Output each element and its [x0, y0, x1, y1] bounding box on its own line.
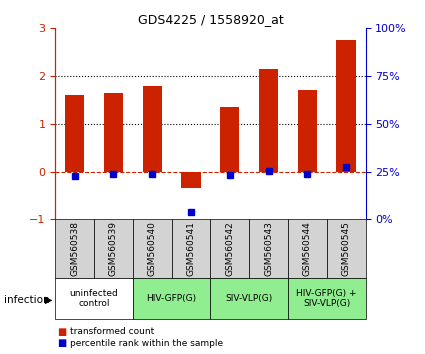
- Text: SIV-VLP(G): SIV-VLP(G): [226, 294, 273, 303]
- Bar: [210, 278, 288, 319]
- Bar: [104, 93, 123, 172]
- Text: GSM560542: GSM560542: [225, 221, 234, 276]
- Bar: [288, 278, 366, 319]
- Bar: [337, 40, 356, 172]
- Text: HIV-GFP(G) +
SIV-VLP(G): HIV-GFP(G) + SIV-VLP(G): [297, 289, 357, 308]
- Text: GSM560544: GSM560544: [303, 221, 312, 276]
- Text: infection: infection: [4, 295, 50, 305]
- Bar: [327, 219, 366, 278]
- Text: GSM560538: GSM560538: [70, 221, 79, 276]
- Bar: [172, 219, 210, 278]
- Text: transformed count: transformed count: [70, 327, 154, 336]
- Bar: [249, 219, 288, 278]
- Text: ■: ■: [57, 338, 67, 348]
- Bar: [55, 219, 94, 278]
- Text: ▶: ▶: [45, 295, 52, 305]
- Bar: [210, 219, 249, 278]
- Bar: [142, 86, 162, 172]
- Title: GDS4225 / 1558920_at: GDS4225 / 1558920_at: [138, 13, 283, 26]
- Bar: [133, 219, 172, 278]
- Bar: [181, 172, 201, 188]
- Bar: [55, 278, 133, 319]
- Text: GSM560539: GSM560539: [109, 221, 118, 276]
- Bar: [288, 219, 327, 278]
- Text: uninfected
control: uninfected control: [70, 289, 119, 308]
- Bar: [133, 278, 210, 319]
- Text: percentile rank within the sample: percentile rank within the sample: [70, 339, 223, 348]
- Text: GSM560545: GSM560545: [342, 221, 351, 276]
- Bar: [259, 69, 278, 172]
- Bar: [94, 219, 133, 278]
- Bar: [65, 95, 84, 172]
- Bar: [298, 91, 317, 172]
- Text: HIV-GFP(G): HIV-GFP(G): [147, 294, 197, 303]
- Text: ■: ■: [57, 327, 67, 337]
- Text: GSM560540: GSM560540: [148, 221, 157, 276]
- Text: GSM560543: GSM560543: [264, 221, 273, 276]
- Bar: [220, 107, 239, 172]
- Text: GSM560541: GSM560541: [187, 221, 196, 276]
